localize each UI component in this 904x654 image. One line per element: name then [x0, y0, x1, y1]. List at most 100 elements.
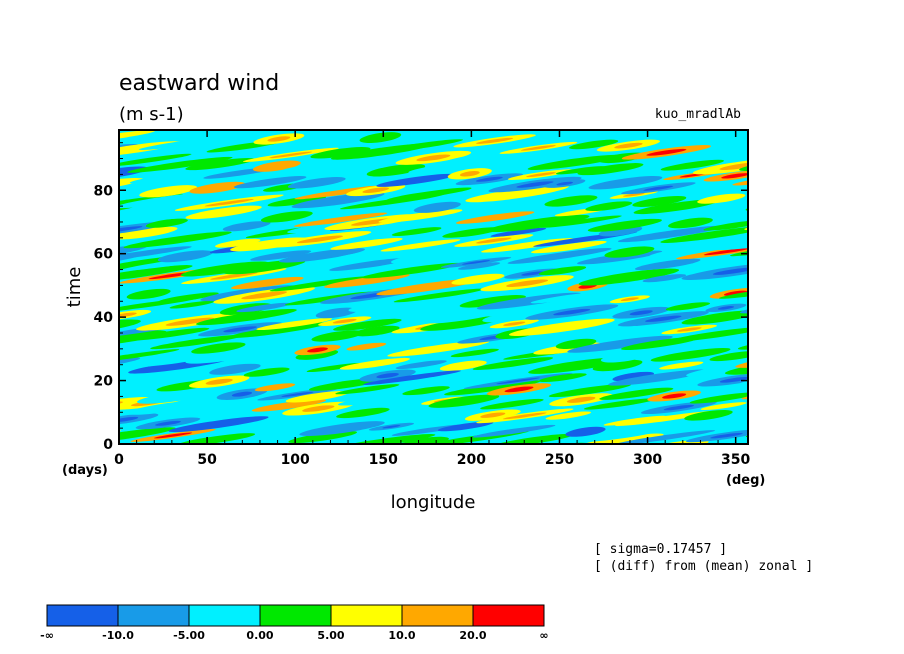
field-streak	[642, 274, 687, 283]
field-streak	[127, 156, 233, 173]
field-streak	[137, 389, 218, 404]
y-tick-label: 40	[94, 310, 114, 326]
field-streak	[583, 398, 656, 410]
colorbar-swatch	[117, 604, 190, 627]
field-streak	[424, 373, 510, 387]
field-core	[63, 384, 97, 393]
field-streak	[527, 154, 623, 171]
field-streak	[750, 140, 823, 155]
field-streak	[45, 220, 96, 233]
field-streak	[607, 279, 665, 291]
colorbar-label: ∞	[539, 629, 548, 642]
x-tick-label: 150	[369, 452, 398, 468]
field-streak	[548, 383, 632, 398]
field-core	[662, 393, 687, 399]
field-streak	[150, 334, 245, 350]
field-streak	[421, 309, 502, 324]
field-streak	[660, 159, 725, 171]
field-streak	[392, 332, 462, 345]
field-core	[526, 172, 557, 178]
field-streak	[599, 387, 674, 400]
field-core	[198, 420, 239, 428]
field-streak	[739, 154, 748, 172]
field-core	[624, 374, 642, 379]
colorbar-label: -5.00	[173, 629, 205, 642]
field-core	[119, 401, 124, 409]
field-streak	[497, 256, 593, 271]
field-core	[676, 327, 702, 332]
field-streak	[305, 136, 349, 148]
field-streak	[185, 158, 256, 171]
field-streak	[380, 407, 456, 420]
field-streak	[119, 130, 156, 143]
field-core	[60, 224, 80, 230]
field-streak	[632, 195, 687, 207]
field-streak	[148, 144, 202, 154]
field-streak	[330, 237, 403, 250]
field-core	[119, 169, 131, 176]
field-core	[416, 154, 451, 162]
colorbar-swatch	[259, 604, 332, 627]
field-core	[504, 386, 534, 393]
field-core	[502, 412, 547, 420]
field-streak	[187, 130, 245, 142]
field-core	[210, 272, 258, 280]
field-streak	[717, 233, 748, 251]
field-streak	[751, 177, 806, 192]
field-core	[64, 432, 100, 439]
field-streak	[555, 338, 597, 349]
field-streak	[681, 257, 748, 271]
field-core	[758, 391, 786, 397]
field-streak	[735, 352, 748, 368]
note-diff: [ (diff) from (mean) zonal ]	[594, 559, 813, 574]
field-streak	[428, 394, 500, 408]
field-core	[553, 308, 591, 316]
field-streak	[665, 302, 711, 311]
field-core	[503, 321, 526, 326]
field-streak	[176, 433, 256, 444]
field-streak	[538, 266, 587, 276]
field-streak	[180, 261, 269, 277]
field-core	[646, 148, 687, 156]
field-streak	[578, 268, 680, 286]
field-streak	[439, 360, 487, 371]
field-streak	[753, 415, 813, 429]
field-streak	[647, 245, 719, 260]
field-core	[521, 271, 544, 276]
field-streak	[157, 250, 213, 263]
field-streak	[587, 218, 662, 232]
field-core	[721, 173, 748, 179]
field-streak	[119, 349, 180, 365]
field-streak	[251, 399, 327, 412]
field-streak	[659, 361, 704, 370]
field-core	[155, 420, 181, 426]
field-streak	[390, 251, 457, 264]
colorbar-swatch	[330, 604, 403, 627]
field-streak	[745, 198, 748, 212]
field-core	[620, 297, 639, 302]
field-core	[710, 432, 743, 439]
field-streak	[697, 193, 746, 204]
field-streak	[123, 350, 231, 368]
field-streak	[119, 265, 193, 282]
field-streak	[119, 184, 163, 193]
field-streak	[50, 163, 111, 179]
field-core	[703, 248, 748, 256]
field-streak	[420, 316, 504, 331]
field-streak	[288, 431, 358, 444]
field-streak	[39, 415, 118, 430]
field-streak	[437, 421, 494, 432]
field-streak	[243, 367, 290, 377]
y-unit-label: (days)	[62, 463, 108, 478]
field-core	[476, 137, 514, 144]
field-streak	[291, 192, 385, 209]
x-unit-label: (deg)	[726, 473, 765, 488]
field-streak	[443, 151, 518, 165]
y-tick-label: 0	[103, 437, 113, 453]
field-core	[153, 432, 193, 439]
field-streak	[254, 383, 296, 392]
field-streak	[450, 348, 499, 358]
field-streak	[402, 386, 450, 396]
y-tick-label: 20	[94, 374, 114, 390]
field-streak	[577, 163, 644, 176]
